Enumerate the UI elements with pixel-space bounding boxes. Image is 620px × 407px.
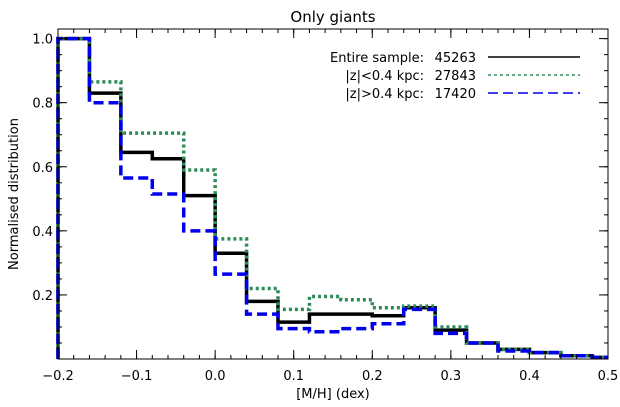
- chart-title: Only giants: [290, 8, 375, 26]
- y-axis-title: Normalised distribution: [7, 118, 22, 270]
- legend-count: 17420: [435, 87, 476, 102]
- x-tick-label: 0.1: [283, 369, 304, 384]
- x-tick-label: 0.3: [441, 369, 462, 384]
- legend: Entire sample: 45263 |z|<0.4 kpc: 27843 |z|>…: [330, 51, 580, 102]
- x-tick-label: 0.2: [362, 369, 383, 384]
- x-tick-label: 0.0: [205, 369, 226, 384]
- y-tick-label: 0.6: [32, 161, 53, 176]
- x-tick-label: −0.2: [42, 369, 74, 384]
- legend-label: |z|>0.4 kpc:: [345, 87, 424, 102]
- legend-count: 27843: [435, 69, 476, 84]
- y-tick-label: 0.8: [32, 97, 53, 112]
- legend-count: 45263: [435, 51, 476, 66]
- series-line-2: [56, 36, 608, 360]
- y-tick-label: 1.0: [32, 33, 53, 48]
- plot-area: −0.2 −0.1 0.0 0.1 0.2 0.3 0.4 0.5 0.2 0.4 0.6 0.8 1.…: [32, 28, 619, 384]
- plot-frame: [57, 28, 609, 360]
- y-tick-label: 0.2: [32, 289, 53, 304]
- x-tick-label: 0.4: [519, 369, 540, 384]
- y-tick-label: 0.4: [32, 225, 53, 240]
- legend-label: |z|<0.4 kpc:: [345, 69, 424, 84]
- x-axis-title: [M/H] (dex): [296, 387, 370, 402]
- x-tick-label: −0.1: [121, 369, 153, 384]
- series-line-1: [56, 36, 608, 360]
- series-line-3: [56, 36, 608, 360]
- legend-label: Entire sample:: [330, 51, 424, 66]
- x-tick-label: 0.5: [598, 369, 619, 384]
